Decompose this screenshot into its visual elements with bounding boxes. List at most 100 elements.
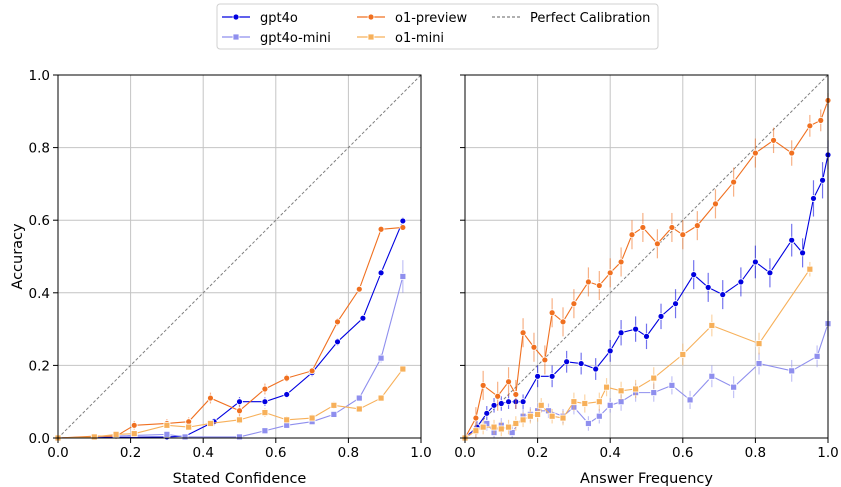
data-point [806,122,814,130]
x-tick-label: 0.0 [47,445,68,461]
data-point [752,149,759,157]
data-point [283,391,291,398]
y-tick-label: 0.0 [29,431,50,447]
legend-marker [232,33,240,41]
series-gpt4o [54,217,407,442]
x-tick-label: 0.2 [120,445,141,461]
data-point [483,409,491,417]
data-point [497,400,505,407]
data-point [207,420,214,427]
y-tick-label: 0.2 [29,358,50,374]
data-point [819,176,826,184]
data-point [585,420,592,427]
data-point [617,329,625,337]
data-point [704,283,712,291]
data-point [570,398,578,406]
data-point [712,200,719,208]
data-point [472,414,480,422]
axes-frame [464,74,829,439]
data-point [479,423,487,431]
data-point [236,416,243,424]
data-point [181,433,189,441]
data-point [693,222,701,230]
data-point [632,325,640,333]
data-point [399,273,407,280]
data-point [330,401,338,409]
data-point [592,365,600,373]
data-point [377,225,385,233]
legend-marker [367,13,375,21]
data-point [399,365,407,373]
data-point [130,421,138,429]
data-point [505,398,512,406]
data-point [672,300,679,308]
data-point [719,291,727,299]
x-tick-label: 0.8 [745,445,766,461]
data-point [639,224,647,231]
legend-entry: Perfect Calibration [492,11,650,26]
data-point [508,429,516,436]
data-point [283,374,291,382]
data-point [570,300,578,308]
data-point [283,416,291,424]
panel-1: 0.0 0.2 0.4 0.6 0.8 1.0 0.0 0.2 0.4 0.6 0.8 1.0 Stat… [10,68,432,487]
data-point [817,116,825,124]
data-point [519,329,527,337]
data-point [163,430,171,438]
data-point [788,236,796,244]
data-point [530,343,538,351]
data-point [788,149,796,157]
data-point [308,414,316,422]
data-point [261,427,269,435]
data-point [679,351,687,358]
data-point [679,231,687,239]
data-point [505,423,512,431]
panel-2: 0.0 0.2 0.4 0.6 0.8 1.0 Answer Frequency [454,74,839,487]
data-point [810,195,817,202]
chart-panels: 0.0 0.2 0.4 0.6 0.8 1.0 0.0 0.2 0.4 0.6 0.8 1.0 Stat… [10,68,839,487]
y-tick-label: 0.6 [29,213,50,229]
data-point [585,278,592,286]
data-point [90,433,98,441]
data-point [377,394,385,402]
data-point [653,240,661,248]
data-point [617,387,625,395]
legend-label: gpt4o-mini [260,31,331,46]
data-point [355,405,363,413]
data-point [505,378,512,386]
data-point [563,358,571,366]
data-point [377,354,385,362]
data-point [207,394,214,402]
data-point [479,381,487,389]
data-point [708,322,716,329]
data-point [559,414,567,422]
y-tick-label: 0.8 [29,141,50,157]
legend-label: Perfect Calibration [530,11,650,26]
legend-label: gpt4o [260,11,298,26]
data-point [813,352,821,360]
legend-entry: gpt4o-mini [222,31,331,46]
data-point [359,314,367,322]
data-point [185,423,193,431]
data-point [545,407,552,415]
series-gpt4o [461,140,832,442]
data-point [686,396,694,404]
legend: gpt4o gpt4o-mini o1-preview o1-mini Perfect … [216,3,659,50]
data-point [330,411,338,418]
data-point [628,231,636,239]
data-point [668,224,676,231]
data-point [595,398,603,406]
data-point [236,398,243,406]
data-point [236,433,243,441]
perfect-calibration-line [464,74,829,439]
data-point [708,372,716,380]
data-point [690,271,698,279]
data-point [650,374,658,382]
legend-entry: o1-preview [357,11,468,26]
data-point [497,425,505,433]
data-point [537,401,545,409]
x-axis-title: Answer Frequency [580,471,713,487]
series-o1-preview [461,93,832,442]
data-point [577,360,585,367]
data-point [494,392,502,400]
